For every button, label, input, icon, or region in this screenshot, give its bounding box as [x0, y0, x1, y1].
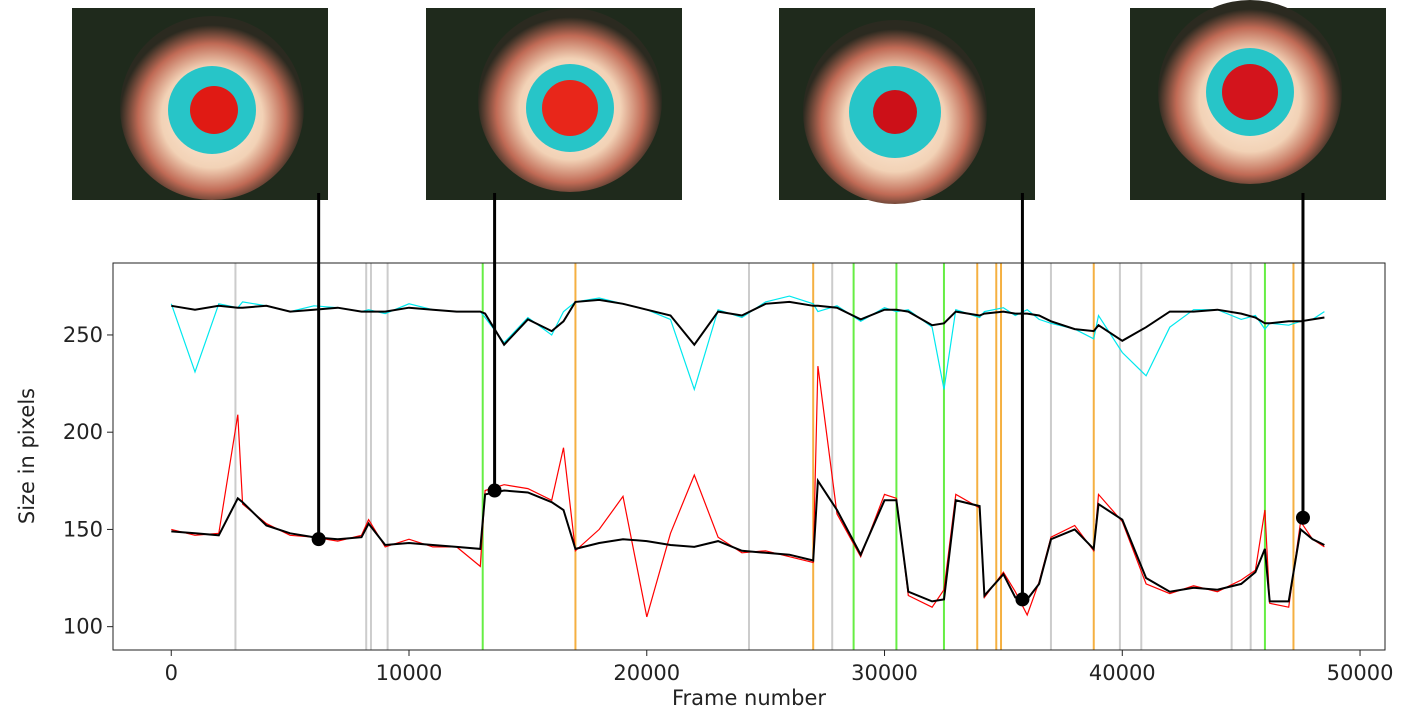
- x-tick-label: 30000: [851, 661, 918, 685]
- callout-marker: [1296, 511, 1310, 525]
- series-line: [171, 366, 1324, 617]
- x-tick-label: 20000: [613, 661, 680, 685]
- chart: Frame number Size in pixels 0 10000 20000 3…: [0, 0, 1423, 719]
- page: {"chart_data": {"type": "line", "x_label…: [0, 0, 1423, 723]
- y-axis-label: Size in pixels: [15, 388, 39, 524]
- series-line: [171, 296, 1324, 389]
- y-tick-label: 100: [63, 615, 103, 639]
- callout-marker: [1015, 592, 1029, 606]
- series-line: [171, 300, 1324, 345]
- x-axis-label: Frame number: [672, 686, 826, 710]
- y-tick-label: 150: [63, 517, 103, 541]
- thumbnail: [426, 8, 682, 200]
- x-tick-label: 10000: [376, 661, 443, 685]
- x-tick-label: 0: [165, 661, 178, 685]
- plot: [171, 263, 1324, 650]
- y-tick-label: 250: [63, 323, 103, 347]
- y-tick-label: 200: [63, 420, 103, 444]
- series-line: [171, 481, 1324, 602]
- thumbnail: [72, 8, 328, 200]
- x-tick-label: 40000: [1089, 661, 1156, 685]
- thumbnails: [72, 0, 1386, 204]
- thumbnail: [779, 8, 1035, 204]
- x-tick-label: 50000: [1327, 661, 1394, 685]
- thumbnail: [1130, 0, 1386, 200]
- callout-marker: [488, 484, 502, 498]
- callout-marker: [312, 532, 326, 546]
